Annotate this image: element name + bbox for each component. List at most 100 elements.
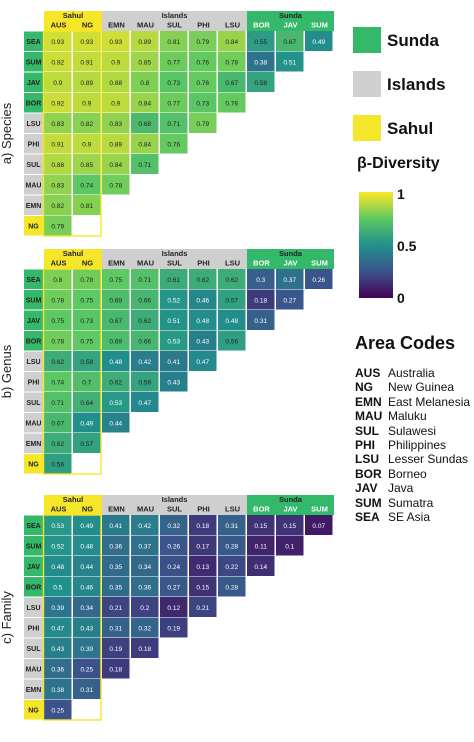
panel-title: b) Genus: [0, 344, 14, 398]
cell-value-label: 0.19: [109, 646, 122, 653]
row-label-box: [24, 618, 43, 638]
group-header-label: Islands: [162, 11, 188, 20]
cell-value-label: 0.67: [51, 420, 64, 427]
area-code-abbr: SUL: [355, 423, 379, 438]
row-label: SUL: [27, 400, 42, 407]
cell-value-label: 0.28: [225, 543, 238, 550]
heatmap-cell: [102, 351, 130, 371]
row-label: NG: [28, 707, 39, 714]
heatmap-cell: [73, 195, 101, 215]
area-code-abbr: NG: [355, 380, 373, 395]
heatmap-cell: [131, 269, 159, 289]
group-header-label: Sahul: [63, 495, 83, 504]
sunda-key-label: Sunda: [387, 31, 439, 50]
heatmap-cell: [73, 371, 101, 392]
cell-value-label: 0.78: [51, 297, 64, 304]
cell-value-label: 0.81: [167, 39, 180, 46]
heatmap-cell: [44, 289, 72, 310]
sahul-column-outline: [42, 514, 102, 721]
area-code-row: AUS Australia: [355, 366, 474, 380]
cell-value-label: 0.35: [109, 564, 122, 571]
heatmap-cell: [73, 515, 101, 535]
heatmap-cell: [44, 576, 72, 597]
cell-value-label: 0.28: [225, 584, 238, 591]
heatmap-cell: [102, 154, 130, 174]
panel-title: c) Family: [0, 591, 14, 644]
row-label-box: [24, 216, 43, 236]
column-label: SUM: [311, 505, 328, 514]
cell-value-label: 0.07: [312, 523, 325, 530]
heatmap-cell: [131, 556, 159, 576]
row-label: JAV: [27, 318, 40, 325]
islands-key-swatch: [353, 71, 381, 97]
cell-value-label: 0.84: [138, 141, 151, 148]
heatmap-cell: [131, 289, 159, 310]
area-code-name: Lesser Sundas: [388, 452, 469, 467]
cell-value-label: 0.57: [80, 441, 93, 448]
cell-value-label: 0.82: [51, 203, 64, 210]
cell-value-label: 0.31: [109, 625, 122, 632]
column-label: JAV: [283, 259, 297, 268]
heatmap-cell: [102, 556, 130, 576]
heatmap-cell: [247, 51, 275, 72]
cell-value-label: 0.78: [109, 182, 122, 189]
cell-value-label: 0.39: [51, 605, 64, 612]
row-label-box: [24, 392, 43, 412]
group-header-band: [247, 11, 334, 31]
cell-value-label: 0.21: [109, 605, 122, 612]
row-label-box: [24, 175, 43, 195]
heatmap-cell: [189, 92, 217, 113]
group-header-band: [247, 249, 334, 269]
cell-value-label: 0.18: [254, 297, 267, 304]
cell-value-label: 0.31: [80, 687, 93, 694]
heatmap-cell: [73, 412, 101, 433]
heatmap-cell: [44, 597, 72, 617]
colorbar-tick-0: 0: [397, 290, 405, 306]
heatmap-cell: [73, 658, 101, 679]
heatmap-cell: [305, 515, 333, 535]
row-label-box: [24, 331, 43, 351]
column-label: NG: [82, 21, 93, 30]
cell-value-label: 0.42: [138, 523, 151, 530]
column-label: SUL: [167, 505, 182, 514]
cell-value-label: 0.15: [254, 523, 267, 530]
heatmap-cell: [102, 576, 130, 597]
area-code-abbr: BOR: [355, 466, 382, 481]
heatmap-cell: [131, 576, 159, 597]
column-label: MAU: [137, 505, 154, 514]
heatmap-cell: [102, 658, 130, 679]
group-header-band: [102, 249, 247, 269]
legend-panel: Sunda Islands Sahul β-Diversity 1 0.5 0 …: [345, 0, 474, 742]
cell-value-label: 0.78: [225, 59, 238, 66]
cell-value-label: 0.73: [196, 100, 209, 107]
heatmap-cell: [276, 289, 304, 310]
row-label: SEA: [26, 523, 40, 530]
heatmap-cell: [44, 679, 72, 699]
heatmap-cell: [44, 453, 72, 474]
cell-value-label: 0.78: [80, 277, 93, 284]
heatmap-cell: [73, 310, 101, 330]
row-label: MAU: [26, 420, 42, 427]
cell-value-label: 0.41: [167, 359, 180, 366]
row-label: PHI: [28, 625, 40, 632]
cell-value-label: 0.79: [196, 121, 209, 128]
cell-value-label: 0.36: [138, 584, 151, 591]
area-code-abbr: SUM: [355, 495, 382, 510]
area-code-name: Sumatra: [388, 495, 434, 510]
row-label: SUM: [26, 59, 42, 66]
heatmap-cell: [160, 515, 188, 535]
group-header-label: Sunda: [279, 11, 303, 20]
row-label: BOR: [26, 584, 42, 591]
cell-value-label: 0.9: [82, 141, 91, 148]
cell-value-label: 0.34: [138, 564, 151, 571]
row-label-box: [24, 659, 43, 679]
row-label: EMN: [26, 441, 42, 448]
heatmap-cell: [160, 72, 188, 92]
cell-value-label: 0.91: [51, 141, 64, 148]
row-label: SUM: [26, 297, 42, 304]
column-label: PHI: [197, 21, 210, 30]
row-label: SUM: [26, 543, 42, 550]
area-code-abbr: JAV: [355, 481, 378, 496]
row-label-box: [24, 679, 43, 699]
row-label-box: [24, 556, 43, 576]
